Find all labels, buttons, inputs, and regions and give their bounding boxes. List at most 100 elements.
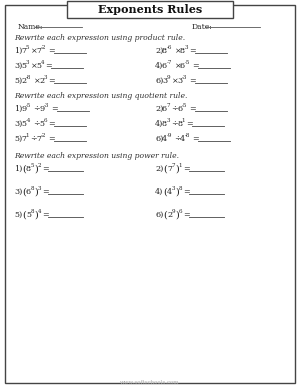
Text: =: = [42,211,49,219]
Text: 3: 3 [162,77,167,85]
Text: 5: 5 [21,62,26,70]
Text: 8: 8 [162,47,167,55]
Text: =: = [46,62,52,70]
Text: -4: -4 [26,118,31,123]
Text: 2: 2 [167,211,172,219]
Text: 7: 7 [21,135,26,143]
Text: 4: 4 [162,135,167,143]
Text: 6: 6 [178,209,182,214]
Text: -3: -3 [44,103,49,108]
Text: =: = [42,188,49,196]
Text: -5: -5 [182,103,187,108]
Text: ×: × [31,47,37,55]
Text: 9: 9 [39,105,44,113]
Text: 5: 5 [26,45,29,50]
Text: ÷: ÷ [172,120,178,128]
Text: =: = [190,77,196,85]
Text: ): ) [175,165,179,173]
Text: =: = [193,62,199,70]
Text: 5: 5 [26,211,31,219]
Text: 1): 1) [14,165,22,173]
Text: 2): 2) [155,47,164,55]
Text: -5: -5 [184,60,190,65]
Text: 2: 2 [21,77,26,85]
Text: 3): 3) [14,120,22,128]
Text: 8: 8 [26,165,31,173]
Text: ): ) [175,187,179,196]
Text: 5: 5 [31,163,34,168]
Text: -5: -5 [26,103,31,108]
Text: 7: 7 [36,47,41,55]
Text: 8: 8 [162,120,167,128]
Text: 2): 2) [155,165,164,173]
Text: ÷: ÷ [31,135,37,143]
Text: 5: 5 [21,120,26,128]
Text: =: = [49,120,55,128]
Text: Rewrite each expression using product rule.: Rewrite each expression using product ru… [14,34,185,42]
Text: 2): 2) [155,105,164,113]
Text: 8: 8 [180,47,185,55]
Text: (: ( [163,211,167,220]
Text: 9: 9 [21,105,26,113]
Text: 3: 3 [38,186,41,191]
Text: 6): 6) [155,135,164,143]
Text: =: = [183,188,190,196]
Text: 4: 4 [38,209,41,214]
Text: ×: × [31,62,37,70]
Text: 6: 6 [162,105,167,113]
Text: -9: -9 [167,133,172,138]
Text: ÷: ÷ [34,120,40,128]
Text: 1: 1 [178,163,182,168]
Text: 5: 5 [36,62,41,70]
Text: 4): 4) [155,188,164,196]
Text: 3: 3 [44,75,47,80]
Text: Rewrite each expression using power rule.: Rewrite each expression using power rule… [14,152,179,160]
Text: (: ( [163,187,167,196]
Ellipse shape [178,169,242,221]
Text: 1): 1) [14,105,22,113]
Text: 8: 8 [177,120,182,128]
Text: -2: -2 [40,133,46,138]
Text: Rewrite each expression using quotient rule.: Rewrite each expression using quotient r… [14,92,187,100]
Text: 5): 5) [14,135,22,143]
Text: =: = [183,165,190,173]
Text: -7: -7 [167,60,172,65]
Text: 1: 1 [182,118,185,123]
Text: 8: 8 [31,209,34,214]
Text: 3): 3) [14,62,22,70]
Text: =: = [187,120,193,128]
FancyBboxPatch shape [5,5,295,383]
Ellipse shape [36,97,88,133]
Text: =: = [49,47,55,55]
Text: 3: 3 [172,186,175,191]
Text: 6: 6 [26,188,31,196]
Text: -8: -8 [184,133,190,138]
Text: -6: -6 [167,45,172,50]
Text: 6): 6) [155,77,164,85]
Text: 9: 9 [172,209,175,214]
Text: =: = [52,105,58,113]
Text: =: = [183,211,190,219]
Text: 6: 6 [177,105,182,113]
Text: 8: 8 [31,186,34,191]
Text: ×: × [172,77,178,85]
Text: 7: 7 [21,47,26,55]
Text: 3): 3) [14,188,22,196]
Text: 3: 3 [167,118,170,123]
Text: 4): 4) [155,62,164,70]
Text: 2: 2 [39,77,44,85]
Text: -2: -2 [40,45,46,50]
Text: ): ) [34,165,38,173]
Text: www.softschools.com: www.softschools.com [120,381,180,386]
Text: Date:: Date: [192,23,213,31]
Text: ÷: ÷ [175,135,181,143]
Text: =: = [190,47,196,55]
Text: 4: 4 [180,135,185,143]
Text: ×: × [34,77,40,85]
Text: (: ( [22,165,26,173]
Text: -3: -3 [182,75,187,80]
Ellipse shape [58,92,106,118]
Text: =: = [49,135,55,143]
Text: ×: × [175,62,181,70]
Text: ): ) [34,187,38,196]
